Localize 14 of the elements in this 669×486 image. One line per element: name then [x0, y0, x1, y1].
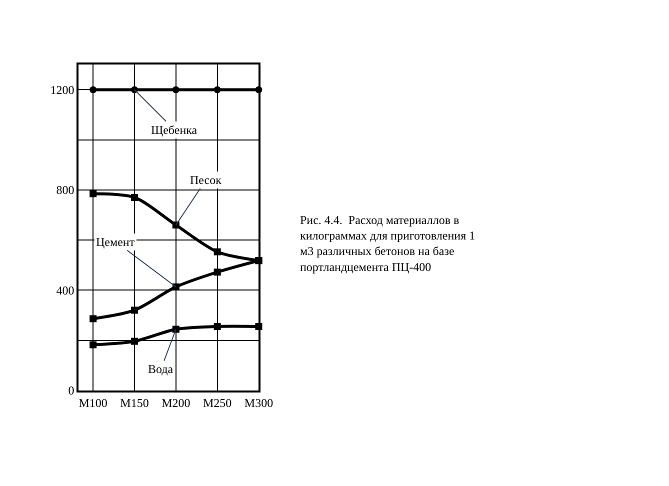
x-tick-label: M150 [120, 396, 149, 410]
y-tick-label: 1200 [50, 82, 74, 97]
text: Щебенка [151, 123, 198, 137]
text: Рис. 4.4. Расход материаллов в килограммах для приготовления 1 м3 различных бетонов на базе портландцемента ПЦ-400 [300, 213, 476, 274]
series-label: Вода [148, 362, 174, 376]
text: Цемент [96, 235, 136, 249]
y-tick-label: 800 [56, 183, 74, 198]
text: Песок [190, 173, 222, 187]
y-tick-label: 0 [68, 384, 74, 398]
y-tick-label: 400 [56, 283, 74, 298]
x-tick-label: M200 [162, 396, 190, 410]
x-tick-label: M250 [202, 396, 232, 410]
x-tick-label: M300 [244, 396, 274, 410]
x-tick-label: M100 [78, 396, 108, 410]
